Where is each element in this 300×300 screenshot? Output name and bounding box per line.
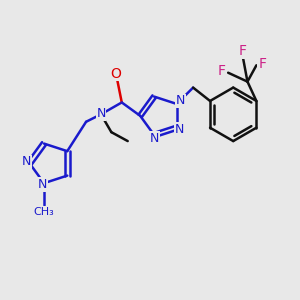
Text: F: F [258,57,266,71]
Text: N: N [96,107,106,120]
Text: CH₃: CH₃ [34,207,54,217]
Text: O: O [110,67,121,81]
Text: F: F [218,64,226,78]
Text: N: N [176,94,185,107]
Text: N: N [22,155,31,168]
Text: F: F [239,44,247,58]
Text: N: N [175,123,184,136]
Text: N: N [149,132,159,145]
Text: N: N [38,178,47,191]
